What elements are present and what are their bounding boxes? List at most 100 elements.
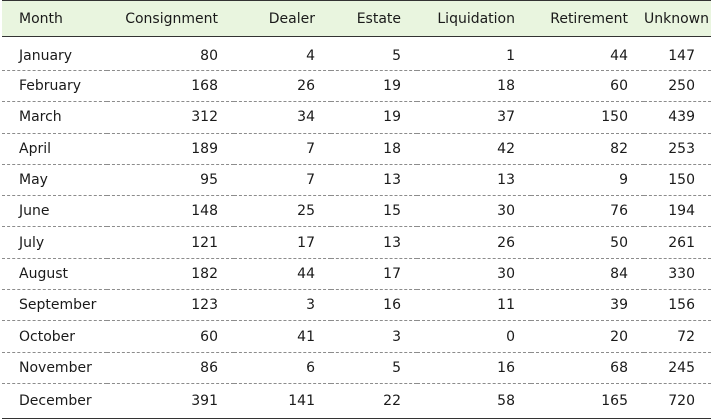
cell-consignment: 148 bbox=[107, 195, 234, 228]
column-header-liquidation: Liquidation bbox=[417, 0, 531, 37]
cell-dealer: 26 bbox=[234, 70, 331, 103]
cell-month: August bbox=[2, 258, 107, 291]
cell-estate: 15 bbox=[331, 195, 417, 228]
cell-retirement: 68 bbox=[531, 352, 644, 384]
cell-liquidation: 0 bbox=[417, 320, 531, 353]
cell-estate: 13 bbox=[331, 164, 417, 197]
table-row: November 86 6 5 16 68 245 bbox=[2, 352, 711, 384]
cell-dealer: 17 bbox=[234, 226, 331, 259]
cell-unknown: 261 bbox=[644, 226, 711, 259]
cell-month: December bbox=[2, 383, 107, 419]
cell-dealer: 6 bbox=[234, 352, 331, 384]
cell-retirement: 84 bbox=[531, 258, 644, 291]
cell-liquidation: 13 bbox=[417, 164, 531, 197]
table-row: May 95 7 13 13 9 150 bbox=[2, 164, 711, 197]
cell-estate: 16 bbox=[331, 289, 417, 322]
cell-liquidation: 42 bbox=[417, 133, 531, 165]
table-row: January 80 4 5 1 44 147 bbox=[2, 36, 711, 71]
cell-unknown: 330 bbox=[644, 258, 711, 291]
cell-estate: 19 bbox=[331, 70, 417, 103]
cell-dealer: 41 bbox=[234, 320, 331, 353]
cell-dealer: 3 bbox=[234, 289, 331, 322]
cell-unknown: 147 bbox=[644, 36, 711, 71]
cell-month: March bbox=[2, 101, 107, 134]
cell-liquidation: 37 bbox=[417, 101, 531, 134]
cell-unknown: 720 bbox=[644, 383, 711, 419]
column-header-month: Month bbox=[2, 0, 107, 37]
cell-estate: 5 bbox=[331, 36, 417, 71]
table-row: March 312 34 19 37 150 439 bbox=[2, 101, 711, 134]
cell-liquidation: 18 bbox=[417, 70, 531, 103]
cell-consignment: 391 bbox=[107, 383, 234, 419]
column-header-estate: Estate bbox=[331, 0, 417, 37]
cell-consignment: 60 bbox=[107, 320, 234, 353]
cell-unknown: 253 bbox=[644, 133, 711, 165]
cell-liquidation: 16 bbox=[417, 352, 531, 384]
table-row: February 168 26 19 18 60 250 bbox=[2, 70, 711, 103]
cell-dealer: 7 bbox=[234, 164, 331, 197]
cell-month: June bbox=[2, 195, 107, 228]
table-row: April 189 7 18 42 82 253 bbox=[2, 133, 711, 165]
cell-unknown: 150 bbox=[644, 164, 711, 197]
cell-retirement: 165 bbox=[531, 383, 644, 419]
column-header-consignment: Consignment bbox=[107, 0, 234, 37]
cell-estate: 3 bbox=[331, 320, 417, 353]
table-row: August 182 44 17 30 84 330 bbox=[2, 258, 711, 291]
cell-unknown: 439 bbox=[644, 101, 711, 134]
table-row: September 123 3 16 11 39 156 bbox=[2, 289, 711, 322]
column-header-retirement: Retirement bbox=[531, 0, 644, 37]
cell-consignment: 121 bbox=[107, 226, 234, 259]
cell-month: November bbox=[2, 352, 107, 384]
cell-retirement: 82 bbox=[531, 133, 644, 165]
cell-unknown: 156 bbox=[644, 289, 711, 322]
table-row: July 121 17 13 26 50 261 bbox=[2, 226, 711, 259]
cell-consignment: 189 bbox=[107, 133, 234, 165]
cell-retirement: 9 bbox=[531, 164, 644, 197]
cell-estate: 13 bbox=[331, 226, 417, 259]
table-body: January 80 4 5 1 44 147 February 168 26 19 18 60 250 M… bbox=[2, 36, 711, 419]
cell-consignment: 168 bbox=[107, 70, 234, 103]
cell-dealer: 25 bbox=[234, 195, 331, 228]
cell-estate: 5 bbox=[331, 352, 417, 384]
cell-month: May bbox=[2, 164, 107, 197]
cell-consignment: 123 bbox=[107, 289, 234, 322]
table-row: December 391 141 22 58 165 720 bbox=[2, 383, 711, 419]
cell-dealer: 7 bbox=[234, 133, 331, 165]
cell-liquidation: 11 bbox=[417, 289, 531, 322]
cell-dealer: 4 bbox=[234, 36, 331, 71]
cell-month: October bbox=[2, 320, 107, 353]
table-row: October 60 41 3 0 20 72 bbox=[2, 320, 711, 353]
cell-unknown: 194 bbox=[644, 195, 711, 228]
column-header-unknown: Unknown bbox=[644, 0, 711, 37]
cell-liquidation: 26 bbox=[417, 226, 531, 259]
cell-liquidation: 58 bbox=[417, 383, 531, 419]
cell-retirement: 44 bbox=[531, 36, 644, 71]
cell-retirement: 60 bbox=[531, 70, 644, 103]
cell-month: February bbox=[2, 70, 107, 103]
cell-liquidation: 1 bbox=[417, 36, 531, 71]
column-header-dealer: Dealer bbox=[234, 0, 331, 37]
cell-retirement: 150 bbox=[531, 101, 644, 134]
cell-month: April bbox=[2, 133, 107, 165]
cell-estate: 18 bbox=[331, 133, 417, 165]
cell-month: January bbox=[2, 36, 107, 71]
cell-consignment: 86 bbox=[107, 352, 234, 384]
cell-retirement: 76 bbox=[531, 195, 644, 228]
header-row: Month Consignment Dealer Estate Liquidat… bbox=[2, 0, 711, 37]
cell-retirement: 50 bbox=[531, 226, 644, 259]
cell-estate: 22 bbox=[331, 383, 417, 419]
cell-unknown: 72 bbox=[644, 320, 711, 353]
cell-consignment: 80 bbox=[107, 36, 234, 71]
table-header: Month Consignment Dealer Estate Liquidat… bbox=[2, 0, 711, 37]
cell-dealer: 44 bbox=[234, 258, 331, 291]
cell-unknown: 250 bbox=[644, 70, 711, 103]
cell-liquidation: 30 bbox=[417, 195, 531, 228]
cell-retirement: 20 bbox=[531, 320, 644, 353]
cell-month: July bbox=[2, 226, 107, 259]
cell-estate: 19 bbox=[331, 101, 417, 134]
cell-month: September bbox=[2, 289, 107, 322]
cell-estate: 17 bbox=[331, 258, 417, 291]
cell-retirement: 39 bbox=[531, 289, 644, 322]
